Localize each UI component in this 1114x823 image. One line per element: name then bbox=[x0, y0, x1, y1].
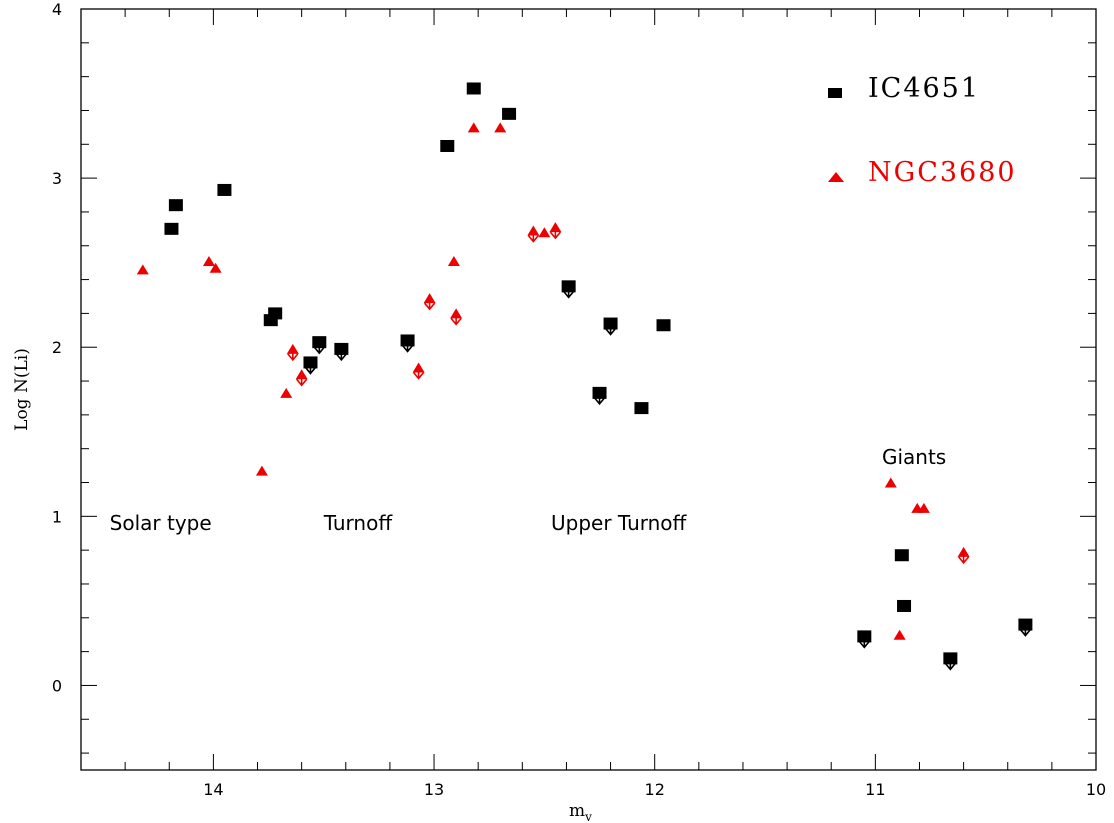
point-ic4651-14 bbox=[603, 317, 618, 330]
point-ngc3680-2 bbox=[209, 262, 222, 273]
legend-marker-ic4651 bbox=[828, 88, 842, 98]
y-tick-label: 0 bbox=[52, 676, 62, 695]
point-ic4651-11 bbox=[502, 107, 517, 120]
point-ngc3680-20 bbox=[957, 546, 970, 557]
point-ngc3680-9 bbox=[447, 255, 460, 266]
point-ic4651-10 bbox=[466, 82, 481, 95]
point-ic4651-16 bbox=[656, 319, 671, 332]
y-tick-label: 3 bbox=[52, 169, 62, 188]
x-axis-title-subscript: v bbox=[584, 810, 592, 823]
x-tick-label: 11 bbox=[865, 780, 885, 799]
point-ngc3680-0 bbox=[136, 264, 149, 275]
point-ngc3680-8 bbox=[423, 293, 436, 304]
data-points bbox=[136, 82, 1033, 671]
y-tick-label: 4 bbox=[52, 0, 62, 19]
annotation-upper-turnoff: Upper Turnoff bbox=[551, 511, 688, 535]
y-axis-title: Log N(Li) bbox=[12, 348, 32, 431]
point-ic4651-13 bbox=[592, 386, 607, 399]
point-ngc3680-3 bbox=[255, 465, 268, 476]
point-ngc3680-5 bbox=[286, 343, 299, 354]
point-ic4651-9 bbox=[440, 139, 455, 152]
point-ic4651-18 bbox=[894, 549, 909, 562]
annotation-solar-type: Solar type bbox=[110, 511, 212, 535]
x-axis-title-main: m bbox=[569, 801, 585, 821]
x-tick-label: 12 bbox=[645, 780, 665, 799]
point-ic4651-0 bbox=[164, 222, 179, 235]
point-ic4651-4 bbox=[268, 307, 283, 320]
point-ic4651-1 bbox=[168, 199, 183, 212]
region-annotations: Solar type Turnoff Upper Turnoff Giants bbox=[110, 445, 947, 535]
annotation-turnoff: Turnoff bbox=[323, 511, 394, 535]
point-ngc3680-13 bbox=[527, 225, 540, 236]
point-ic4651-7 bbox=[334, 342, 349, 355]
point-ngc3680-1 bbox=[202, 255, 215, 266]
point-ic4651-20 bbox=[943, 652, 958, 665]
point-ic4651-12 bbox=[561, 280, 576, 293]
x-axis-title: mv bbox=[569, 801, 592, 823]
point-ngc3680-16 bbox=[884, 477, 897, 488]
point-ic4651-15 bbox=[634, 402, 649, 415]
plot-frame bbox=[80, 8, 1097, 771]
annotation-giants: Giants bbox=[882, 445, 946, 469]
point-ngc3680-17 bbox=[893, 629, 906, 640]
point-ic4651-17 bbox=[857, 630, 872, 643]
point-ic4651-19 bbox=[897, 599, 912, 612]
point-ic4651-8 bbox=[400, 334, 415, 347]
legend-label-ngc3680: NGC3680 bbox=[868, 157, 1017, 188]
point-ngc3680-19 bbox=[917, 502, 930, 513]
legend-label-ic4651: IC4651 bbox=[868, 73, 980, 104]
point-ngc3680-12 bbox=[494, 122, 507, 133]
point-ngc3680-15 bbox=[549, 222, 562, 233]
point-ngc3680-6 bbox=[295, 369, 308, 380]
x-tick-label: 10 bbox=[1086, 780, 1106, 799]
legend-marker-ngc3680 bbox=[828, 172, 844, 182]
x-tick-label: 14 bbox=[203, 780, 223, 799]
point-ngc3680-11 bbox=[467, 122, 480, 133]
point-ngc3680-14 bbox=[538, 227, 551, 238]
point-ngc3680-10 bbox=[450, 308, 463, 319]
point-ic4651-6 bbox=[312, 336, 327, 349]
point-ic4651-2 bbox=[217, 183, 232, 196]
y-tick-label: 2 bbox=[52, 338, 62, 357]
point-ngc3680-4 bbox=[280, 387, 293, 398]
point-ngc3680-7 bbox=[412, 362, 425, 373]
y-tick-label: 1 bbox=[52, 507, 62, 526]
point-ic4651-21 bbox=[1018, 618, 1033, 631]
legend: IC4651 NGC3680 bbox=[828, 73, 1017, 188]
x-tick-label: 13 bbox=[424, 780, 444, 799]
point-ic4651-5 bbox=[303, 356, 318, 369]
